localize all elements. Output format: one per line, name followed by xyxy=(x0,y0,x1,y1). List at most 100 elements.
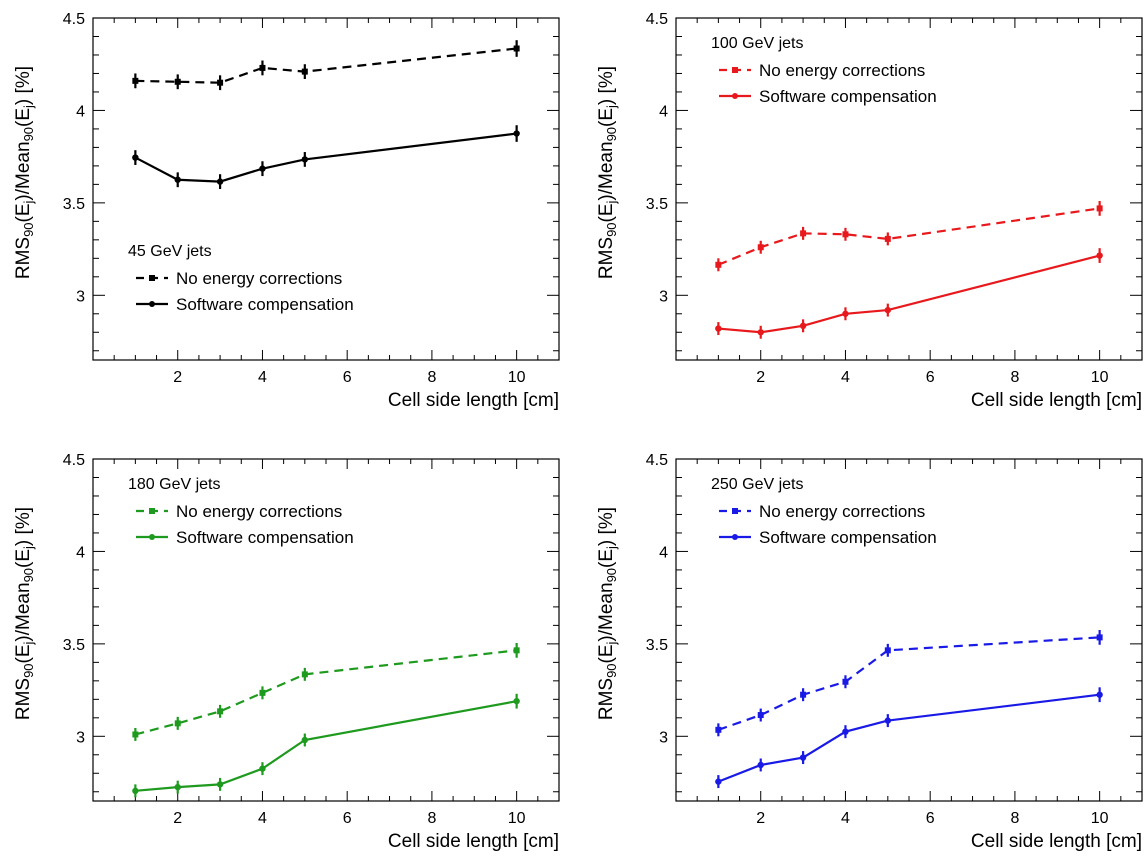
legend-label-software-compensation: Software compensation xyxy=(759,87,937,106)
y-title-part: (E xyxy=(13,108,34,127)
y-title-part: RMS xyxy=(13,237,34,279)
y-title-part: ) [%] xyxy=(13,507,34,546)
legend-title: 250 GeV jets xyxy=(711,476,804,493)
data-point-software-compensation xyxy=(513,130,520,137)
y-tick-label: 4.5 xyxy=(63,452,85,469)
legend-label-no-corrections: No energy corrections xyxy=(176,502,342,521)
data-point-software-compensation xyxy=(259,165,266,172)
x-tick-label: 4 xyxy=(841,369,850,386)
x-tick-label: 2 xyxy=(173,369,182,386)
data-point-software-compensation xyxy=(842,310,849,317)
data-point-no-corrections xyxy=(800,230,807,237)
legend-label-no-corrections: No energy corrections xyxy=(759,61,925,80)
y-title-part: )/Mean xyxy=(596,582,617,641)
x-tick-label: 6 xyxy=(343,810,352,827)
y-title-subscript: 90 xyxy=(604,663,619,677)
y-tick-label: 3 xyxy=(76,288,85,305)
legend-marker-no-corrections xyxy=(732,508,738,514)
data-point-no-corrections xyxy=(513,45,520,52)
legend-title: 180 GeV jets xyxy=(128,476,221,493)
data-point-software-compensation xyxy=(301,156,309,163)
data-point-software-compensation xyxy=(174,783,181,791)
data-point-no-corrections xyxy=(174,720,181,727)
y-title-subscript: j xyxy=(21,546,36,550)
y-title-subscript: 90 xyxy=(604,568,619,582)
data-point-no-corrections xyxy=(757,712,764,719)
y-title-part: (E xyxy=(596,549,617,568)
y-title-part: )/Mean xyxy=(13,141,34,200)
data-point-no-corrections xyxy=(174,78,181,85)
x-axis-title: Cell side length [cm] xyxy=(971,831,1142,852)
data-point-software-compensation xyxy=(757,329,764,336)
y-title-part: RMS xyxy=(13,678,34,720)
y-title-subscript: 90 xyxy=(21,663,36,677)
y-title-part: )/Mean xyxy=(596,141,617,200)
data-point-software-compensation xyxy=(132,787,139,795)
y-axis-title: RMS90(Ej)/Mean90(Ej) [%] xyxy=(596,507,619,720)
data-point-software-compensation xyxy=(799,754,807,761)
x-tick-label: 6 xyxy=(343,369,352,386)
y-title-subscript: j xyxy=(604,200,619,204)
y-tick-label: 4 xyxy=(659,544,668,561)
x-tick-label: 10 xyxy=(1091,810,1109,827)
series-line-software-compensation xyxy=(134,132,517,183)
x-tick-label: 8 xyxy=(1010,810,1019,827)
legend-marker-software-compensation xyxy=(732,93,738,99)
data-point-no-corrections xyxy=(842,231,849,238)
y-title-part: (E xyxy=(596,108,617,127)
x-tick-label: 2 xyxy=(173,810,182,827)
y-tick-label: 4 xyxy=(76,544,85,561)
legend-marker-software-compensation xyxy=(149,534,155,540)
y-title-part: (E xyxy=(596,203,617,222)
y-title-subscript: 90 xyxy=(21,568,36,582)
y-axis-title: RMS90(Ej)/Mean90(Ej) [%] xyxy=(596,66,619,279)
y-title-part: (E xyxy=(596,644,617,663)
y-title-subscript: j xyxy=(604,546,619,550)
x-tick-label: 10 xyxy=(508,369,526,386)
series-line-no-corrections xyxy=(718,636,1100,731)
data-point-no-corrections xyxy=(132,77,139,84)
data-point-no-corrections xyxy=(513,647,520,654)
data-point-software-compensation xyxy=(884,717,892,724)
y-title-part: RMS xyxy=(596,237,617,279)
data-point-software-compensation xyxy=(757,761,764,769)
y-tick-label: 4 xyxy=(659,103,668,120)
y-title-subscript: 90 xyxy=(21,127,36,141)
data-point-software-compensation xyxy=(216,781,224,788)
data-point-no-corrections xyxy=(259,64,266,71)
data-point-software-compensation xyxy=(301,736,309,744)
y-tick-label: 3 xyxy=(659,729,668,746)
legend-title: 45 GeV jets xyxy=(128,243,212,260)
legend-marker-no-corrections xyxy=(149,275,155,281)
legend-marker-software-compensation xyxy=(149,301,155,307)
legend-label-software-compensation: Software compensation xyxy=(176,528,354,547)
x-tick-label: 4 xyxy=(258,810,267,827)
y-title-subscript: 90 xyxy=(21,222,36,236)
data-point-no-corrections xyxy=(1096,634,1103,641)
series-line-software-compensation xyxy=(718,254,1100,334)
data-point-software-compensation xyxy=(715,325,722,332)
y-tick-label: 3 xyxy=(659,288,668,305)
y-title-subscript: j xyxy=(21,105,36,109)
y-axis-title: RMS90(Ej)/Mean90(Ej) [%] xyxy=(13,507,36,720)
data-point-no-corrections xyxy=(301,68,308,75)
y-title-subscript: j xyxy=(21,641,36,645)
x-axis-title: Cell side length [cm] xyxy=(388,390,559,411)
data-point-no-corrections xyxy=(757,244,764,251)
data-point-no-corrections xyxy=(842,678,849,685)
y-tick-label: 3.5 xyxy=(63,637,85,654)
y-tick-label: 4.5 xyxy=(63,11,85,28)
x-tick-label: 2 xyxy=(756,369,765,386)
x-tick-label: 6 xyxy=(926,369,935,386)
data-point-software-compensation xyxy=(1096,252,1103,259)
y-tick-label: 3 xyxy=(76,729,85,746)
data-point-software-compensation xyxy=(715,778,722,785)
data-point-no-corrections xyxy=(1096,205,1103,212)
data-point-software-compensation xyxy=(1096,691,1103,698)
y-title-part: (E xyxy=(13,644,34,663)
legend-marker-software-compensation xyxy=(732,534,738,540)
